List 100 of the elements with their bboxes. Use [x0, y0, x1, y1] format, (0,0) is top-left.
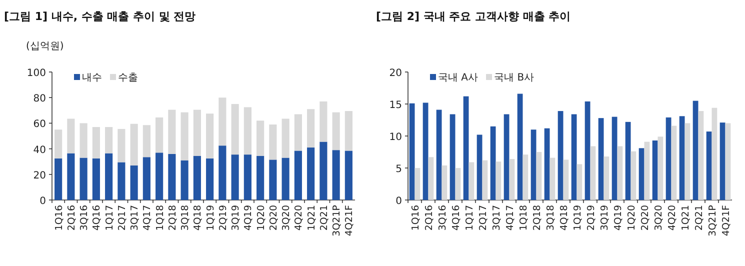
bar [422, 102, 428, 200]
x-tick-label: 1Q18 [518, 205, 530, 231]
bar [684, 123, 690, 200]
bar [92, 158, 100, 200]
bar [156, 152, 164, 200]
bar [218, 98, 226, 146]
bar [468, 162, 474, 200]
x-tick-label: 2Q17 [116, 205, 128, 231]
bar [105, 127, 113, 154]
bar [530, 130, 536, 200]
bar [294, 150, 302, 200]
x-tick-label: 2Q17 [478, 205, 489, 231]
chart-title: [그림 1] 내수, 수출 매출 추이 및 전망 [4, 10, 196, 23]
bar [476, 134, 482, 200]
bar [612, 116, 618, 200]
x-tick-label: 2Q19 [218, 205, 229, 231]
x-tick-label: 1Q19 [572, 205, 584, 231]
bar [463, 96, 469, 200]
y-tick-label: 40 [33, 144, 46, 156]
bar [105, 153, 113, 200]
bar [294, 114, 302, 151]
bar [409, 103, 415, 200]
bar [80, 123, 88, 158]
bar [282, 158, 290, 200]
bar [92, 127, 100, 158]
x-tick-label: 2Q21 [318, 205, 330, 231]
bar [712, 108, 718, 200]
bar [617, 146, 623, 200]
legend-label: 수출 [118, 72, 138, 84]
bar [450, 114, 456, 200]
x-tick-label: 2Q16 [66, 205, 78, 231]
y-tick-label: 20 [33, 170, 46, 182]
x-tick-label: 1Q20 [256, 205, 267, 231]
bar [118, 162, 126, 200]
bar [180, 112, 188, 160]
bar [180, 160, 188, 200]
bar [692, 100, 698, 200]
x-tick-label: 2Q20 [640, 205, 651, 231]
y-tick-label: 80 [33, 94, 46, 105]
x-tick-label: 1Q21 [306, 205, 318, 231]
bar [67, 118, 75, 154]
bar [307, 109, 315, 148]
x-tick-label: 3Q21P [707, 204, 718, 236]
bar [698, 111, 704, 200]
bar [604, 156, 610, 200]
bar [576, 164, 582, 200]
x-tick-label: 4Q16 [450, 205, 462, 231]
bar [307, 148, 315, 200]
bar [482, 160, 488, 200]
bar [428, 157, 434, 200]
x-tick-label: 4Q18 [558, 205, 570, 231]
bar [598, 118, 604, 200]
x-tick-label: 1Q16 [54, 205, 65, 231]
bar [80, 158, 88, 200]
bar [558, 111, 564, 200]
x-tick-label: 3Q17 [130, 205, 141, 231]
x-tick-label: 4Q21F [720, 205, 732, 236]
bar [244, 107, 252, 155]
bar [671, 126, 677, 200]
y-tick-label: 0 [40, 196, 46, 207]
bar [644, 142, 650, 200]
bar [193, 110, 201, 156]
bar [168, 110, 176, 154]
x-tick-label: 1Q21 [680, 205, 692, 231]
x-tick-label: 2Q19 [586, 205, 597, 231]
bar [584, 101, 590, 200]
bar [54, 158, 62, 200]
bar [571, 114, 577, 200]
bar [666, 117, 672, 200]
bar [193, 156, 201, 200]
bar [244, 154, 252, 200]
bar [218, 146, 226, 200]
bar [490, 126, 496, 200]
bar [504, 114, 510, 200]
x-tick-label: 3Q20 [281, 205, 292, 231]
bar [544, 128, 550, 200]
x-tick-label: 3Q20 [653, 205, 664, 231]
y-tick-label: 0 [396, 196, 402, 207]
legend-label: 국내 B사 [494, 72, 534, 84]
x-tick-label: 2Q18 [532, 205, 543, 231]
y-tick-label: 5 [396, 164, 402, 175]
x-tick-label: 1Q18 [154, 205, 166, 231]
bar [256, 156, 264, 200]
x-tick-label: 4Q21F [344, 205, 356, 236]
bar [638, 148, 644, 200]
bar [256, 120, 264, 156]
bar [455, 168, 461, 200]
bar [269, 160, 277, 200]
y-axis-title: (십억원) [26, 41, 64, 52]
chart-title: [그림 2] 국내 주요 고객사향 매출 추이 [376, 10, 571, 23]
bar [282, 118, 290, 158]
bar [231, 154, 239, 200]
y-tick-label: 10 [389, 132, 402, 143]
bar [142, 125, 150, 158]
bar [679, 116, 685, 200]
bar [625, 122, 631, 200]
bar [442, 165, 448, 200]
bar [720, 122, 726, 200]
bar [67, 153, 75, 200]
bar [206, 114, 214, 158]
